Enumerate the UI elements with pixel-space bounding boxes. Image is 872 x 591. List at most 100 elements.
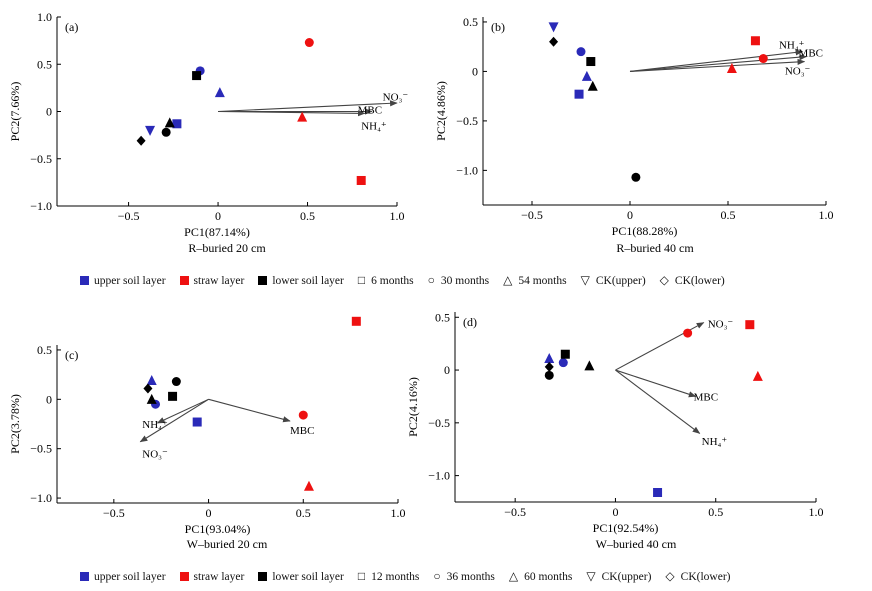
upper-square-point bbox=[172, 119, 182, 129]
x-axis-label: PC1(93.04%) bbox=[185, 522, 251, 536]
straw-circle-point bbox=[304, 38, 314, 48]
legend-item-lower: lower soil layer bbox=[258, 275, 344, 287]
vector-label: NH₄⁺ bbox=[361, 121, 387, 133]
legend-item-lower: lower soil layer bbox=[258, 571, 344, 583]
x-tick-label: −0.5 bbox=[521, 208, 543, 222]
lower-square-point bbox=[560, 349, 570, 359]
lower-square-point bbox=[192, 71, 202, 81]
loading-vector bbox=[615, 369, 697, 398]
upper-square-point bbox=[653, 488, 663, 497]
legend-item-shape-2: △ 60 months bbox=[508, 569, 573, 583]
panel-subtitle: R–buried 20 cm bbox=[188, 241, 266, 255]
x-axis-label: PC1(92.54%) bbox=[593, 521, 659, 535]
vector-label: NH₄⁺ bbox=[142, 419, 168, 431]
panel-label: (c) bbox=[65, 348, 78, 362]
x-tick-label: 0.5 bbox=[296, 506, 311, 520]
lower-layer-swatch bbox=[258, 276, 268, 285]
y-tick-label: 0 bbox=[46, 105, 52, 119]
lower-diamond-point bbox=[544, 361, 554, 372]
straw-triangle-point bbox=[726, 62, 737, 73]
y-tick-label: −0.5 bbox=[30, 442, 52, 456]
lower-circle-point bbox=[631, 172, 641, 182]
x-tick-label: 1.0 bbox=[390, 209, 405, 223]
upper-triangle-point bbox=[544, 352, 555, 363]
panel-subtitle: W–buried 40 cm bbox=[596, 537, 677, 551]
triangle-down-icon: ▽ bbox=[580, 273, 590, 287]
panel-a: −0.5 0 0.5 1.0 −1.0 −0.5 0 0.5 1.0 (a) PC1(87.14%)… bbox=[8, 10, 408, 255]
y-tick-label: 0 bbox=[472, 64, 478, 78]
straw-square-point bbox=[356, 175, 366, 185]
straw-triangle-point bbox=[303, 480, 314, 491]
legend-item-shape-1: ○ 30 months bbox=[427, 273, 490, 287]
x-axis-label: PC1(87.14%) bbox=[184, 225, 250, 239]
lower-triangle-point bbox=[587, 80, 598, 91]
y-tick-label: 0 bbox=[444, 363, 450, 377]
upper-triangle-point bbox=[214, 87, 225, 98]
vector-label: NH₄⁺ bbox=[702, 436, 728, 448]
x-tick-label: −0.5 bbox=[118, 209, 140, 223]
straw-layer-swatch bbox=[179, 572, 189, 581]
panel-d: −0.5 0 0.5 1.0 −1.0 −0.5 0 0.5 (d) PC1(92.54%) PC2… bbox=[406, 310, 824, 551]
lower-triangle-point bbox=[584, 360, 595, 371]
upper-layer-swatch bbox=[80, 572, 89, 581]
loading-vector bbox=[139, 398, 209, 443]
legend-item-upper: upper soil layer bbox=[80, 571, 166, 583]
x-tick-label: 0 bbox=[612, 505, 618, 519]
square-icon: □ bbox=[357, 569, 366, 583]
vector-label: NO₃⁻ bbox=[383, 91, 409, 103]
y-tick-label: 0.5 bbox=[37, 343, 52, 357]
lower-diamond-point bbox=[549, 36, 559, 47]
y-tick-label: −1.0 bbox=[456, 163, 478, 177]
panel-subtitle: R–buried 40 cm bbox=[616, 241, 694, 255]
y-axis-label: PC2(4.16%) bbox=[406, 377, 420, 437]
vector-label: NH₄⁺ bbox=[779, 40, 805, 52]
y-tick-label: 0.5 bbox=[37, 57, 52, 71]
square-icon: □ bbox=[357, 273, 366, 287]
loading-vector bbox=[629, 54, 808, 72]
x-tick-label: −0.5 bbox=[504, 505, 526, 519]
y-tick-label: 1.0 bbox=[37, 10, 52, 24]
triangle-icon: △ bbox=[508, 569, 519, 583]
loading-vector bbox=[615, 369, 701, 434]
loading-vector bbox=[629, 49, 804, 72]
x-tick-label: 1.0 bbox=[391, 506, 406, 520]
lower-circle-point bbox=[161, 127, 171, 137]
panel-label: (d) bbox=[463, 315, 477, 329]
x-tick-label: 1.0 bbox=[819, 208, 834, 222]
upper-triangle-point bbox=[146, 375, 157, 386]
lower-circle-point bbox=[171, 377, 181, 387]
y-tick-label: −1.0 bbox=[428, 469, 450, 483]
y-tick-label: 0.5 bbox=[435, 310, 450, 324]
triangle-icon: △ bbox=[503, 273, 513, 287]
lower-square-point bbox=[586, 57, 596, 67]
y-axis-label: PC2(3.78%) bbox=[8, 394, 22, 454]
diamond-icon: ◇ bbox=[659, 273, 669, 287]
vector-label: MBC bbox=[358, 105, 382, 117]
legend-item-shape-4: ◇ CK(lower) bbox=[665, 569, 731, 583]
upper-circle-point bbox=[558, 358, 568, 368]
y-axis-label: PC2(4.86%) bbox=[434, 81, 448, 141]
legend-item-upper: upper soil layer bbox=[80, 275, 166, 287]
lower-diamond-point bbox=[143, 383, 153, 394]
loading-vector bbox=[629, 58, 806, 72]
straw-layer-swatch bbox=[179, 276, 189, 285]
loading-vector bbox=[156, 398, 209, 424]
panel-b: −0.5 0 0.5 1.0 −1.0 −0.5 0 0.5 (b) PC1(88.28%) PC2… bbox=[434, 15, 834, 255]
legend-item-shape-0: □ 6 months bbox=[357, 273, 414, 287]
lower-triangle-point bbox=[164, 117, 175, 128]
triangle-down-icon: ▽ bbox=[586, 569, 596, 583]
x-axis-label: PC1(88.28%) bbox=[612, 224, 678, 238]
circle-icon: ○ bbox=[427, 273, 435, 287]
legend-item-straw: straw layer bbox=[179, 275, 244, 287]
x-tick-label: 0 bbox=[627, 208, 633, 222]
straw-circle-point bbox=[758, 54, 768, 64]
loading-vector bbox=[218, 100, 398, 113]
lower-square-point bbox=[168, 391, 178, 401]
upper-circle-point bbox=[576, 47, 586, 57]
legend-item-shape-2: △ 54 months bbox=[503, 273, 567, 287]
straw-triangle-point bbox=[752, 370, 763, 381]
circle-icon: ○ bbox=[433, 569, 441, 583]
diamond-icon: ◇ bbox=[665, 569, 675, 583]
legend-item-shape-1: ○ 36 months bbox=[433, 569, 495, 583]
straw-square-point bbox=[351, 316, 361, 326]
